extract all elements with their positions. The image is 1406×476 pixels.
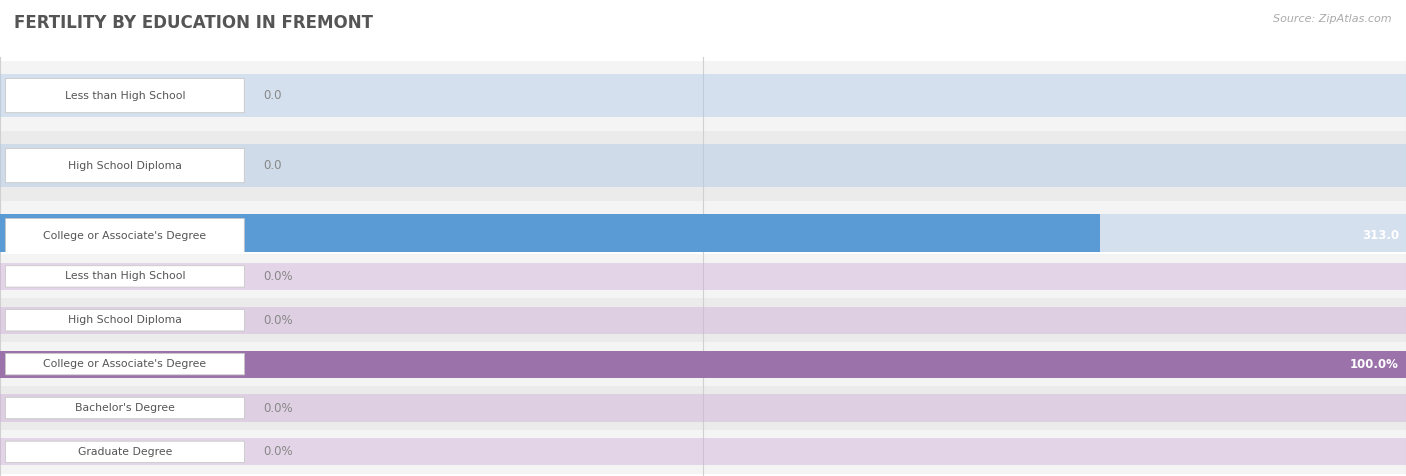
- Bar: [0, 214, 1406, 258]
- Text: College or Associate's Degree: College or Associate's Degree: [44, 359, 207, 369]
- Text: High School Diploma: High School Diploma: [67, 315, 181, 325]
- Text: Graduate Degree: Graduate Degree: [77, 447, 172, 457]
- FancyBboxPatch shape: [6, 309, 245, 331]
- FancyBboxPatch shape: [6, 149, 245, 183]
- Text: 0.0: 0.0: [263, 299, 281, 312]
- Text: 0.0%: 0.0%: [263, 314, 292, 327]
- FancyBboxPatch shape: [6, 79, 245, 113]
- Bar: [0, 298, 1406, 342]
- Bar: [0, 307, 1406, 334]
- Bar: [0, 255, 1406, 298]
- Text: 0.0: 0.0: [263, 369, 281, 382]
- Bar: [0, 130, 1406, 200]
- Text: Less than High School: Less than High School: [65, 271, 186, 281]
- Text: FERTILITY BY EDUCATION IN FREMONT: FERTILITY BY EDUCATION IN FREMONT: [14, 14, 373, 32]
- FancyBboxPatch shape: [6, 441, 245, 463]
- Bar: [0, 342, 1406, 386]
- Bar: [0, 350, 1406, 378]
- Bar: [0, 430, 1406, 474]
- Bar: [0, 74, 1406, 117]
- Text: College or Associate's Degree: College or Associate's Degree: [44, 230, 207, 241]
- Bar: [0, 144, 1406, 188]
- Bar: [0, 354, 1406, 397]
- FancyBboxPatch shape: [6, 358, 245, 393]
- Bar: [0, 350, 1406, 378]
- Text: 0.0%: 0.0%: [263, 402, 292, 415]
- Text: 100.0%: 100.0%: [1350, 357, 1399, 371]
- Bar: [0, 438, 1406, 466]
- Text: 0.0%: 0.0%: [263, 270, 292, 283]
- Bar: [0, 200, 1406, 271]
- Text: 0.0: 0.0: [263, 159, 281, 172]
- Bar: [0, 284, 1406, 327]
- Bar: [0, 386, 1406, 430]
- FancyBboxPatch shape: [6, 218, 245, 253]
- Text: Graduate Degree: Graduate Degree: [77, 371, 172, 381]
- Text: Source: ZipAtlas.com: Source: ZipAtlas.com: [1274, 14, 1392, 24]
- Text: Less than High School: Less than High School: [65, 90, 186, 100]
- FancyBboxPatch shape: [6, 397, 245, 419]
- FancyBboxPatch shape: [6, 354, 245, 375]
- FancyBboxPatch shape: [6, 266, 245, 287]
- Text: 0.0: 0.0: [263, 89, 281, 102]
- Text: Bachelor's Degree: Bachelor's Degree: [75, 301, 174, 311]
- Bar: [0, 395, 1406, 422]
- Bar: [0, 60, 1406, 130]
- FancyBboxPatch shape: [6, 288, 245, 323]
- Text: 313.0: 313.0: [1362, 229, 1399, 242]
- Bar: [0, 214, 1099, 258]
- Text: 0.0%: 0.0%: [263, 446, 292, 458]
- Bar: [0, 263, 1406, 290]
- Bar: [0, 341, 1406, 411]
- Text: High School Diploma: High School Diploma: [67, 160, 181, 170]
- Text: Bachelor's Degree: Bachelor's Degree: [75, 403, 174, 413]
- Bar: [0, 271, 1406, 341]
